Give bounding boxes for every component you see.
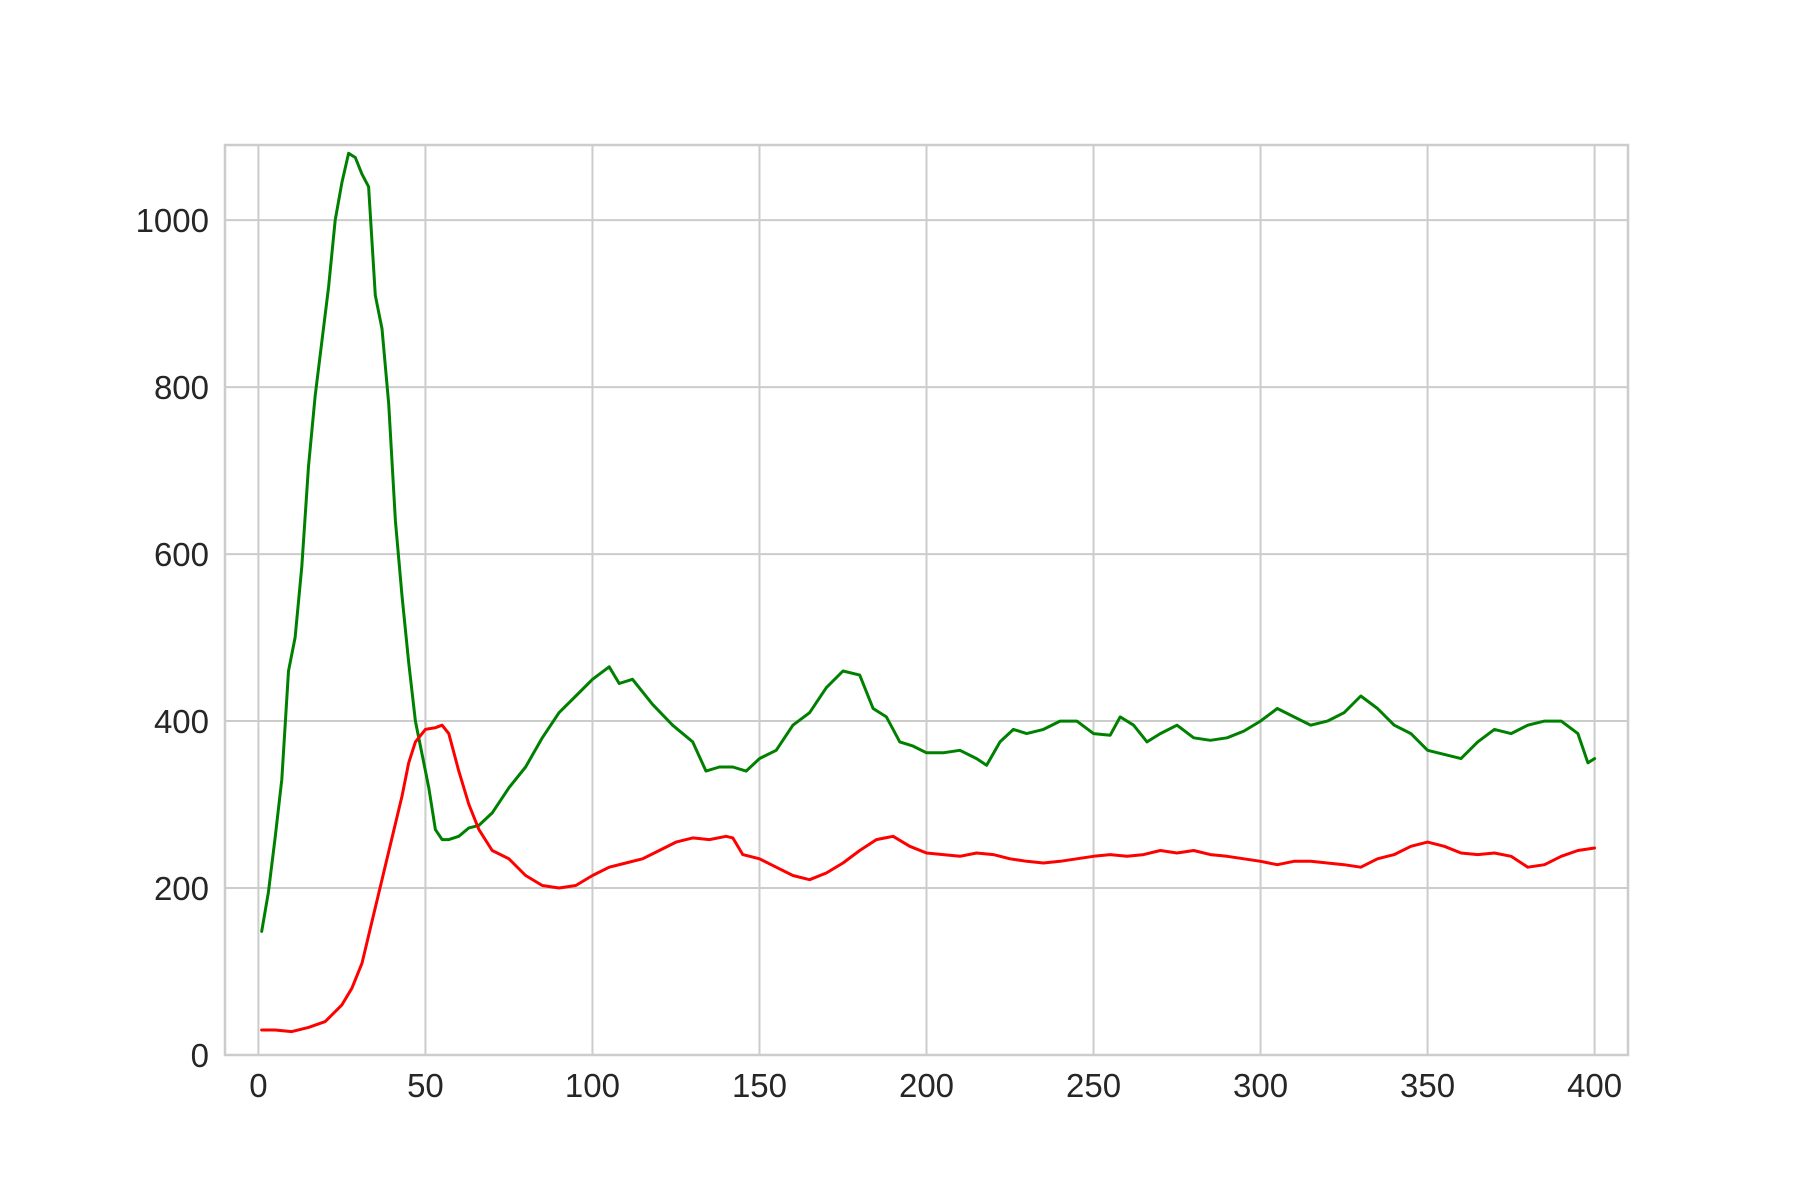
y-tick-label: 600 — [154, 536, 209, 573]
series-line — [260, 723, 1597, 1034]
y-axis-tick-labels: 0 200 400 600 800 1000 — [136, 202, 209, 1074]
x-tick-label: 400 — [1567, 1067, 1622, 1104]
grid — [225, 145, 1628, 1056]
x-axis-tick-labels: 0 50 100 150 200 250 300 350 400 — [249, 1067, 1622, 1104]
x-tick-label: 300 — [1233, 1067, 1288, 1104]
series-2 — [260, 723, 1597, 1034]
x-tick-label: 50 — [407, 1067, 444, 1104]
x-tick-label: 0 — [249, 1067, 267, 1104]
y-tick-label: 0 — [191, 1037, 209, 1074]
x-tick-label: 350 — [1400, 1067, 1455, 1104]
x-tick-label: 100 — [565, 1067, 620, 1104]
x-tick-label: 150 — [732, 1067, 787, 1104]
plot-frame — [223, 143, 1630, 1057]
x-tick-label: 200 — [899, 1067, 954, 1104]
x-tick-label: 250 — [1066, 1067, 1121, 1104]
series-layer — [260, 151, 1597, 1034]
y-tick-label: 400 — [154, 703, 209, 740]
series-1 — [260, 151, 1597, 933]
y-tick-label: 200 — [154, 870, 209, 907]
y-tick-label: 800 — [154, 369, 209, 406]
y-tick-label: 1000 — [136, 202, 209, 239]
series-line — [260, 151, 1597, 933]
